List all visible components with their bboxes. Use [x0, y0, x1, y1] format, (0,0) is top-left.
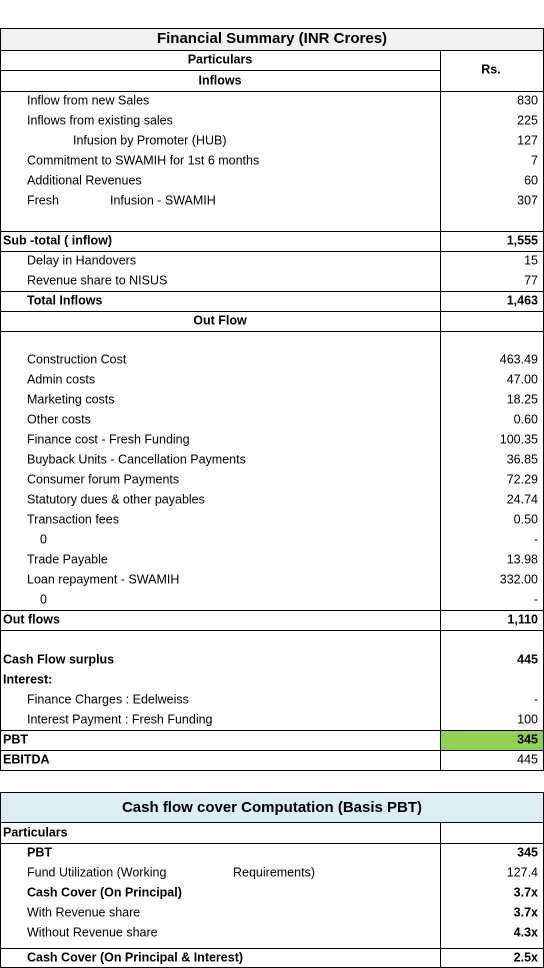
column-header: Particulars	[188, 52, 253, 66]
highlight-cell	[440, 730, 544, 751]
row-label: Interest:	[3, 672, 52, 686]
row-label: Transaction fees	[27, 512, 119, 526]
row-label: Particulars	[3, 825, 68, 839]
row-value: 13.98	[507, 552, 538, 566]
table-title: Financial Summary (INR Crores)	[157, 30, 387, 47]
table-title: Cash flow cover Computation (Basis PBT)	[122, 799, 422, 816]
row-value: -	[534, 692, 538, 706]
row-label: Consumer forum Payments	[27, 472, 179, 486]
row-label: Interest Payment : Fresh Funding	[27, 712, 213, 726]
row-label: Infusion - SWAMIH	[110, 193, 216, 207]
row-label: Commitment to SWAMIH for 1st 6 months	[27, 153, 259, 167]
row-value: 225	[517, 113, 538, 127]
row-value: 3.7x	[514, 885, 538, 899]
row-label: Finance Charges : Edelweiss	[27, 692, 189, 706]
row-value: 307	[517, 193, 538, 207]
row-value: 445	[517, 652, 538, 666]
row-label: Sub -total ( inflow)	[3, 233, 112, 247]
row-label: 0	[40, 592, 47, 606]
row-label: PBT	[27, 845, 52, 859]
row-value: 463.49	[500, 352, 538, 366]
row-label: Requirements)	[233, 865, 315, 879]
row-label: Fresh	[27, 193, 59, 207]
row-label: Buyback Units - Cancellation Payments	[27, 452, 246, 466]
row-value: 1,110	[507, 612, 538, 626]
row-value: -	[534, 532, 538, 546]
row-value: 127.4	[507, 865, 538, 879]
section-header: Out Flow	[193, 313, 247, 327]
row-label: Cash Cover (On Principal & Interest)	[27, 950, 243, 964]
row-value: 1,463	[507, 293, 538, 307]
row-value: 0.50	[514, 512, 538, 526]
title-cell	[0, 792, 544, 823]
row-value: 345	[517, 845, 538, 859]
row-label: Loan repayment - SWAMIH	[27, 572, 179, 586]
row-label: Additional Revenues	[27, 173, 142, 187]
row-value: 345	[517, 732, 538, 746]
row-label: Inflow from new Sales	[27, 93, 149, 107]
row-label: Total Inflows	[27, 293, 103, 307]
grid	[0, 50, 544, 968]
row-value: 7	[531, 153, 538, 167]
row-label: EBITDA	[3, 752, 50, 766]
row-value: 36.85	[507, 452, 538, 466]
row-label: Infusion by Promoter (HUB)	[73, 133, 227, 147]
row-label: Construction Cost	[27, 352, 127, 366]
row-label: Admin costs	[27, 372, 95, 386]
row-value: 100	[517, 712, 538, 726]
row-label: Inflows from existing sales	[27, 113, 173, 127]
row-label: Out flows	[3, 612, 60, 626]
row-label: Fund Utilization (Working	[27, 865, 166, 879]
row-value: 127	[517, 133, 538, 147]
row-value: 18.25	[507, 392, 538, 406]
section-header: Inflows	[198, 73, 241, 87]
row-label: Without Revenue share	[27, 925, 158, 939]
row-value: 77	[524, 273, 538, 287]
row-value: 15	[524, 253, 538, 267]
row-value: 72.29	[507, 472, 538, 486]
row-value: 445	[517, 752, 538, 766]
row-value: 1,555	[507, 233, 538, 247]
row-value: 47.00	[507, 372, 538, 386]
row-label: Statutory dues & other payables	[27, 492, 205, 506]
row-value: 4.3x	[514, 925, 538, 939]
row-label: Cash Cover (On Principal)	[27, 885, 182, 899]
row-label: Cash Flow surplus	[3, 652, 114, 666]
row-value: 100.35	[500, 432, 538, 446]
row-value: 3.7x	[514, 905, 538, 919]
column-header: Rs.	[481, 62, 500, 76]
row-label: Other costs	[27, 412, 91, 426]
row-label: Revenue share to NISUS	[27, 273, 167, 287]
row-value: -	[534, 592, 538, 606]
row-value: 24.74	[507, 492, 538, 506]
row-value: 60	[524, 173, 538, 187]
row-label: Delay in Handovers	[27, 253, 136, 267]
row-label: Marketing costs	[27, 392, 115, 406]
row-value: 332.00	[500, 572, 538, 586]
row-label: Finance cost - Fresh Funding	[27, 432, 190, 446]
row-value: 2.5x	[514, 950, 538, 964]
row-label: PBT	[3, 732, 28, 746]
row-value: 0.60	[514, 412, 538, 426]
row-label: With Revenue share	[27, 905, 140, 919]
row-label: Trade Payable	[27, 552, 108, 566]
row-label: 0	[40, 532, 47, 546]
row-value: 830	[517, 93, 538, 107]
